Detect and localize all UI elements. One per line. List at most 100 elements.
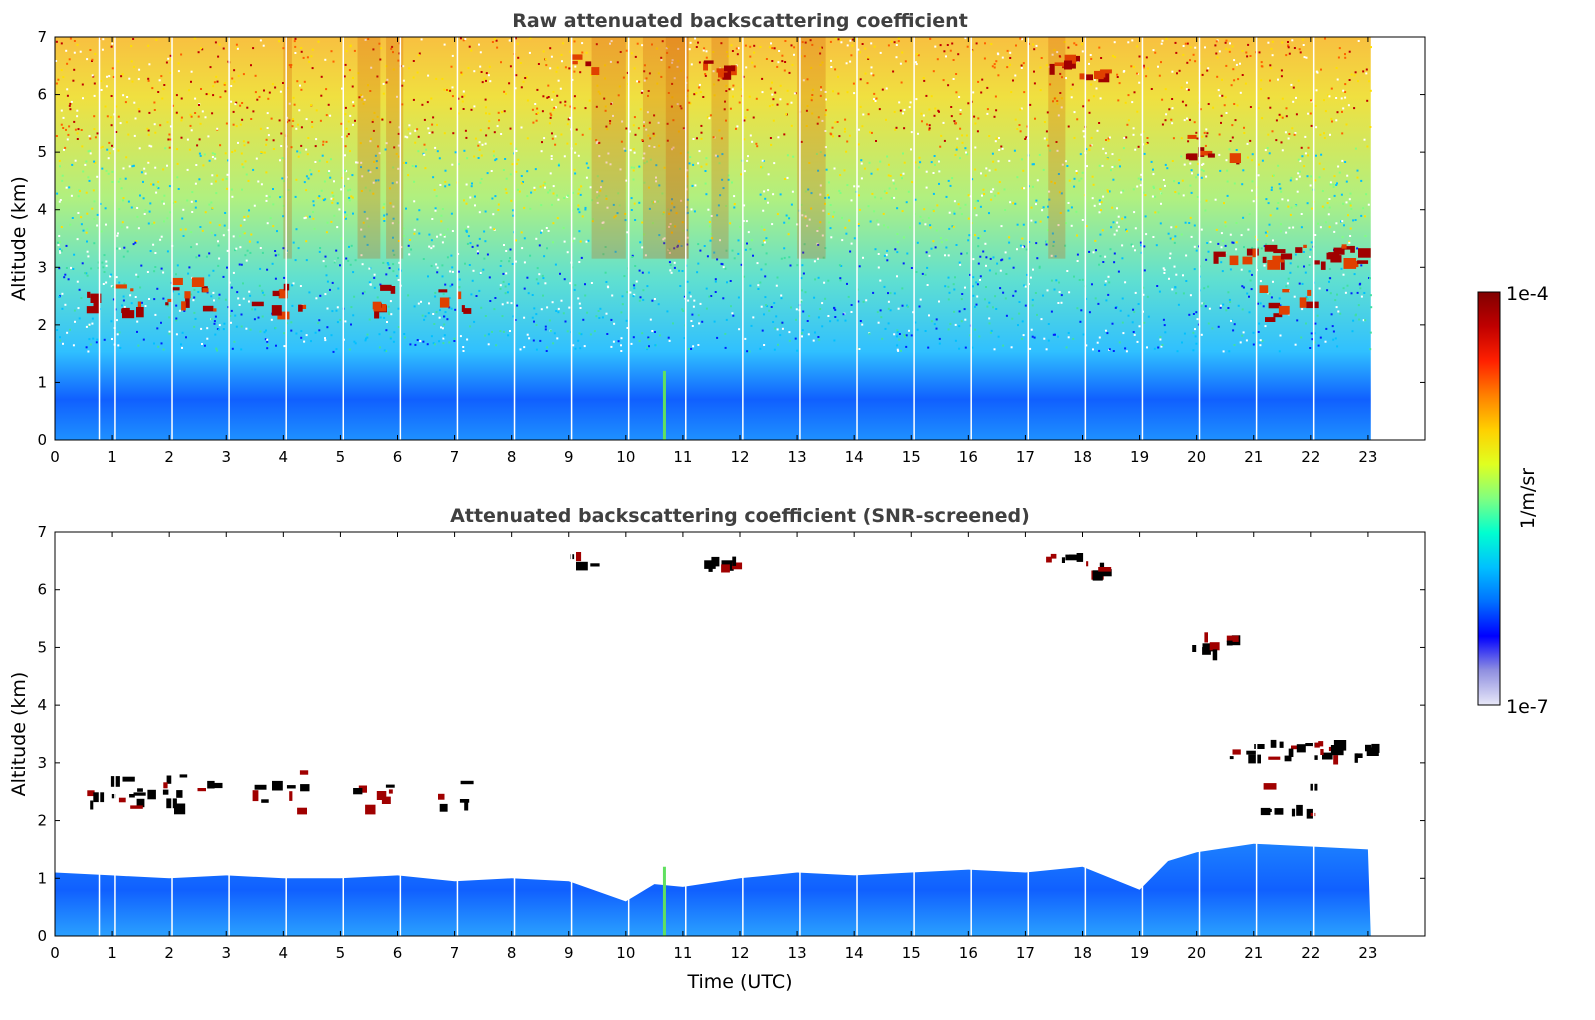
bright-column <box>662 370 666 440</box>
x-tick-label: 23 <box>1358 448 1377 466</box>
x-tick-label: 21 <box>1244 448 1263 466</box>
data-gaps <box>98 532 1315 936</box>
cloud-feature <box>1046 553 1084 563</box>
x-tick-label: 8 <box>507 944 517 962</box>
x-axis: 0 1 2 3 4 5 6 7 8 9 10 11 12 13 14 15 16 17 18 19 20 21 22 23 <box>50 37 1377 466</box>
x-tick-label: 8 <box>507 448 517 466</box>
y-tick-label: 4 <box>37 201 47 219</box>
colorbar-max-label: 1e-4 <box>1506 283 1549 305</box>
y-tick-label: 5 <box>37 143 47 161</box>
colorbar-units-label: 1/m/sr <box>1517 468 1539 529</box>
y-axis-label: Altitude (km) <box>8 176 30 301</box>
aerosol-layer-feature <box>438 289 472 314</box>
x-tick-label: 22 <box>1301 944 1320 962</box>
aerosol-layer-feature <box>86 277 217 319</box>
x-tick-label: 14 <box>845 448 864 466</box>
boundary-layer <box>55 843 1371 936</box>
aerosol-layer-feature <box>353 784 395 815</box>
y-tick-label: 6 <box>37 86 47 104</box>
x-tick-label: 17 <box>1016 448 1035 466</box>
y-axis: 0 1 2 3 4 5 6 7 <box>37 523 1425 945</box>
bright-column <box>662 866 666 936</box>
x-tick-label: 14 <box>845 944 864 962</box>
x-tick-label: 22 <box>1301 448 1320 466</box>
x-tick-label: 20 <box>1187 944 1206 962</box>
x-tick-label: 19 <box>1130 448 1149 466</box>
aerosol-layer-feature <box>1259 285 1319 322</box>
y-tick-label: 0 <box>37 431 47 449</box>
x-tick-label: 0 <box>50 448 60 466</box>
noise-speckle <box>55 37 1373 353</box>
x-tick-label: 18 <box>1073 448 1092 466</box>
x-tick-label: 4 <box>279 944 289 962</box>
colorbar-min-label: 1e-7 <box>1506 696 1549 718</box>
data-gaps <box>98 37 1315 440</box>
x-tick-label: 7 <box>450 944 460 962</box>
x-tick-label: 5 <box>336 448 346 466</box>
y-tick-label: 3 <box>37 754 47 772</box>
aerosol-layer-feature <box>252 770 310 815</box>
x-tick-label: 3 <box>221 944 231 962</box>
x-tick-label: 10 <box>616 944 635 962</box>
cloud-feature <box>1185 134 1241 165</box>
x-tick-label: 17 <box>1016 944 1035 962</box>
panel-title: Raw attenuated backscattering coefficien… <box>512 10 968 32</box>
x-tick-label: 11 <box>673 944 692 962</box>
y-tick-label: 4 <box>37 696 47 714</box>
cloud-feature <box>1084 561 1112 581</box>
x-tick-label: 11 <box>673 448 692 466</box>
x-tick-label: 3 <box>221 448 231 466</box>
x-tick-label: 4 <box>279 448 289 466</box>
x-tick-label: 0 <box>50 944 60 962</box>
x-tick-label: 16 <box>959 448 978 466</box>
x-tick-label: 15 <box>902 448 921 466</box>
y-tick-label: 0 <box>37 927 47 945</box>
y-tick-label: 1 <box>37 869 47 887</box>
x-tick-label: 9 <box>564 448 574 466</box>
x-tick-label: 5 <box>336 944 346 962</box>
x-tick-label: 1 <box>107 944 117 962</box>
x-tick-label: 19 <box>1130 944 1149 962</box>
y-tick-label: 6 <box>37 581 47 599</box>
cloud-feature <box>1229 739 1380 765</box>
colorbar-scale <box>1477 291 1501 706</box>
x-tick-label: 12 <box>730 448 749 466</box>
y-tick-label: 2 <box>37 812 47 830</box>
aerosol-layer-feature <box>438 780 474 812</box>
cloud-feature <box>570 552 600 571</box>
cloud-feature <box>1079 69 1112 83</box>
features <box>87 552 1380 819</box>
x-tick-label: 18 <box>1073 944 1092 962</box>
x-tick-label: 1 <box>107 448 117 466</box>
raw-backscatter-panel: Raw attenuated backscattering coefficien… <box>8 10 1426 466</box>
x-tick-label: 13 <box>788 448 807 466</box>
aerosol-layer-feature <box>87 774 223 815</box>
cloud-feature <box>1213 244 1371 270</box>
x-axis-label: Time (UTC) <box>686 971 792 993</box>
y-tick-label: 2 <box>37 316 47 334</box>
snr-screened-panel: Attenuated backscattering coefficient (S… <box>8 505 1426 993</box>
cloud-feature <box>1049 54 1080 75</box>
y-tick-label: 1 <box>37 373 47 391</box>
x-tick-label: 13 <box>788 944 807 962</box>
y-tick-label: 3 <box>37 258 47 276</box>
x-tick-label: 21 <box>1244 944 1263 962</box>
x-tick-label: 16 <box>959 944 978 962</box>
panel-title: Attenuated backscattering coefficient (S… <box>450 505 1030 527</box>
colorbar: 1e-4 1e-7 1/m/sr <box>1477 283 1549 718</box>
x-tick-label: 10 <box>616 448 635 466</box>
x-tick-label: 6 <box>393 448 403 466</box>
y-axis: 0 1 2 3 4 5 6 7 <box>37 28 1425 449</box>
features <box>86 54 1371 322</box>
cloud-feature <box>703 60 737 80</box>
x-tick-label: 2 <box>164 448 174 466</box>
x-tick-label: 6 <box>393 944 403 962</box>
y-tick-label: 5 <box>37 638 47 656</box>
x-tick-label: 2 <box>164 944 174 962</box>
x-tick-label: 15 <box>902 944 921 962</box>
x-tick-label: 20 <box>1187 448 1206 466</box>
y-axis-label: Altitude (km) <box>8 672 30 797</box>
cloud-feature <box>1192 632 1241 661</box>
x-tick-label: 12 <box>730 944 749 962</box>
